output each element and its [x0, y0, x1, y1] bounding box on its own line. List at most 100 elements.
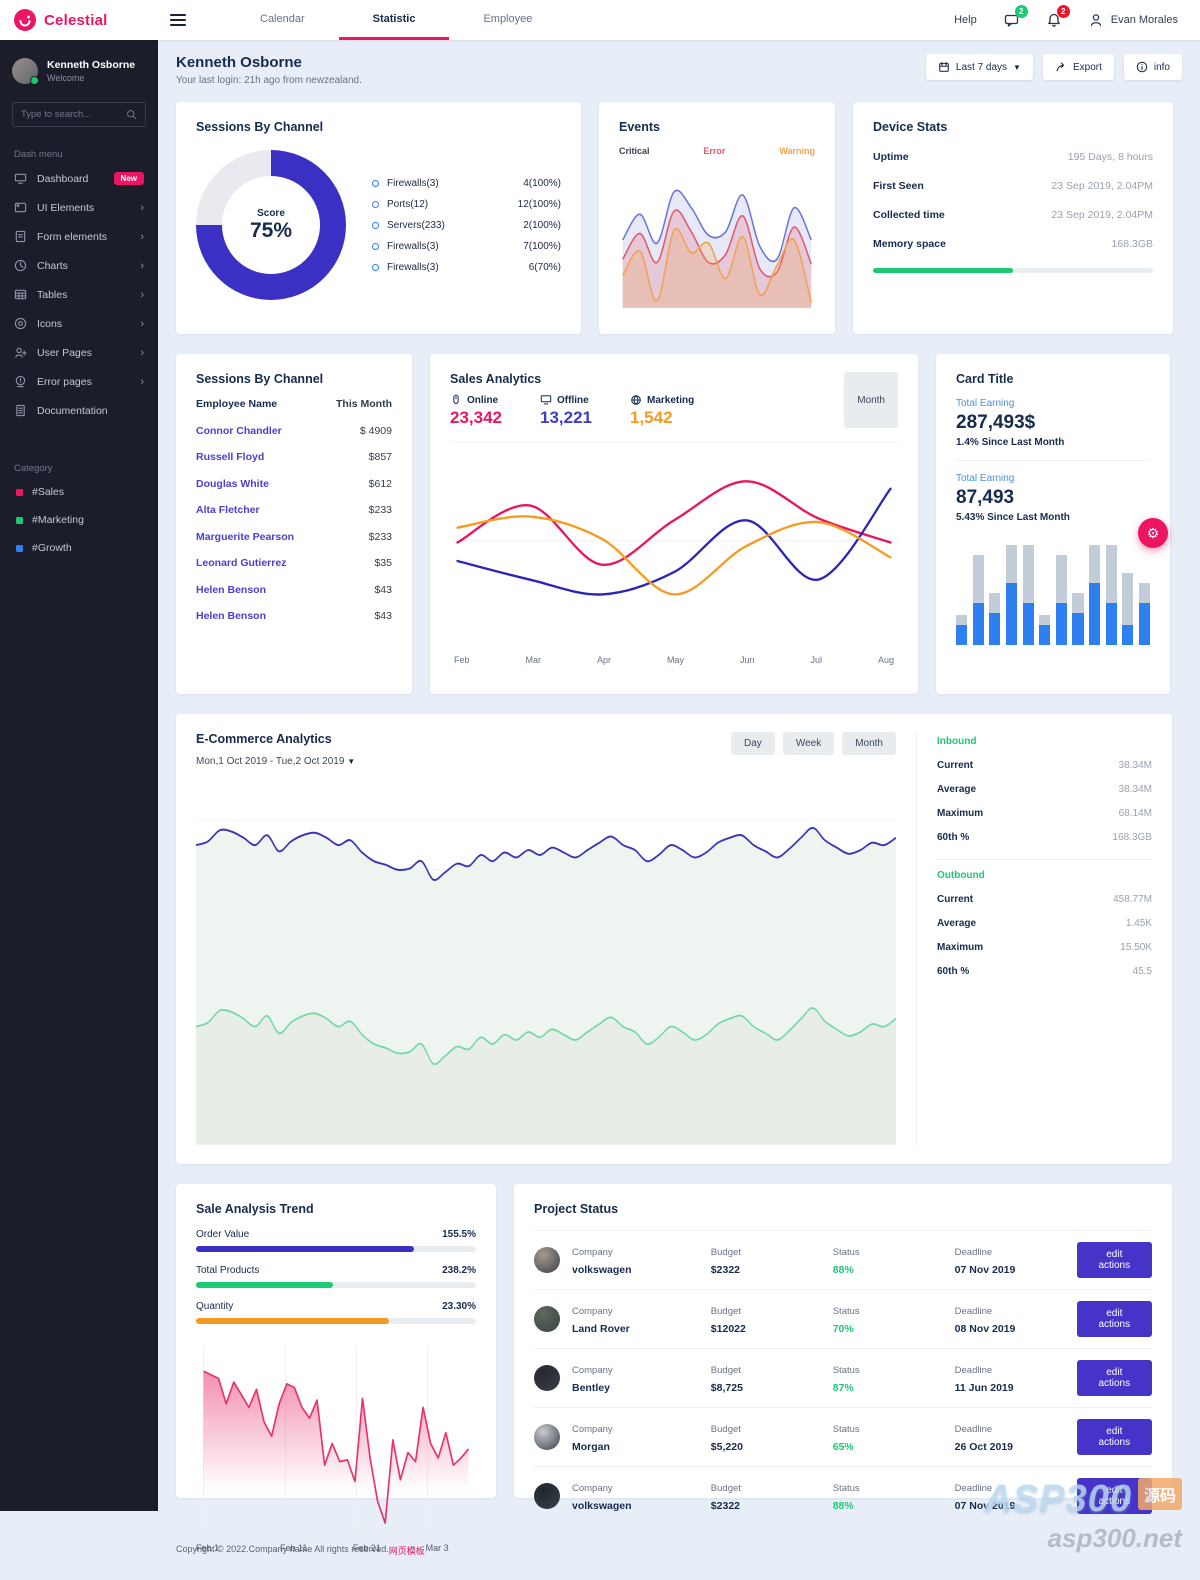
- sidebar-item-icons[interactable]: Icons ›: [0, 309, 158, 338]
- category-item--growth[interactable]: #Growth: [0, 534, 158, 562]
- help-link[interactable]: Help: [954, 14, 977, 26]
- employee-name-link[interactable]: Douglas White: [196, 477, 269, 490]
- ecommerce-date-range[interactable]: Mon,1 Oct 2019 - Tue,2 Oct 2019 ▼: [196, 756, 356, 767]
- column-this-month: This Month: [336, 398, 392, 410]
- edit-actions-button[interactable]: edit actions: [1076, 1360, 1153, 1396]
- company-name: Bentley: [572, 1382, 610, 1394]
- budget-value: $5,220: [710, 1441, 743, 1453]
- notifications-button[interactable]: 2: [1046, 5, 1070, 28]
- sidebar-item-ui-elements[interactable]: UI Elements ›: [0, 193, 158, 222]
- edit-actions-button[interactable]: edit actions: [1076, 1419, 1153, 1455]
- company-label: Company: [572, 1306, 613, 1317]
- calendar-icon: [939, 61, 949, 72]
- tab-statistic[interactable]: Statistic: [338, 0, 450, 40]
- stat-value: 1.45K: [1125, 918, 1152, 929]
- stat-row: Current 458.77M: [937, 894, 1152, 905]
- device-stat-row: Memory space 168.3GB: [873, 238, 1153, 250]
- ecommerce-card: E-Commerce Analytics Mon,1 Oct 2019 - Tu…: [176, 714, 1172, 1164]
- column-employee-name: Employee Name: [196, 398, 278, 410]
- employee-name-link[interactable]: Connor Chandler: [196, 424, 282, 437]
- category-section-label: Category: [14, 463, 53, 474]
- sidebar-item-documentation[interactable]: Documentation: [0, 396, 158, 425]
- status-label: Status: [832, 1306, 860, 1317]
- sidebar-item-dashboard[interactable]: Dashboard New: [0, 164, 158, 193]
- tab-employee[interactable]: Employee: [483, 12, 533, 25]
- employee-name-link[interactable]: Russell Floyd: [196, 451, 265, 463]
- employee-amount: $ 4909: [359, 424, 392, 437]
- legend-bullet-icon: [372, 200, 379, 208]
- category-item--marketing[interactable]: #Marketing: [0, 506, 158, 534]
- status-value: 70%: [832, 1323, 854, 1335]
- range-button-week[interactable]: Week: [782, 732, 835, 755]
- earning-note: 1.4% Since Last Month: [956, 437, 1065, 448]
- edit-actions-button[interactable]: edit actions: [1076, 1301, 1153, 1337]
- footer-link[interactable]: 网页模板: [388, 1546, 425, 1556]
- stat-row: 60th % 168.3GB: [937, 832, 1152, 843]
- x-tick-label: Mar 3: [425, 1543, 449, 1553]
- table-row: Helen Benson $43: [196, 584, 392, 596]
- user-menu[interactable]: Evan Morales: [1088, 12, 1178, 28]
- range-button-day[interactable]: Day: [731, 732, 775, 755]
- chat-icon: [1004, 14, 1018, 27]
- stat-value: 23 Sep 2019, 2.04PM: [1051, 180, 1153, 192]
- card-title: Device Stats: [873, 120, 948, 134]
- legend-bullet-icon: [372, 221, 379, 229]
- stat-value: 45.5: [1132, 966, 1152, 977]
- company-name: volkswagen: [572, 1264, 632, 1276]
- date-range-button[interactable]: Last 7 days ▼: [925, 54, 1033, 80]
- sales-month-button[interactable]: Month: [844, 372, 898, 428]
- stat-row: Average 1.45K: [937, 918, 1152, 929]
- earning-label[interactable]: Total Earning: [956, 398, 1015, 409]
- earning-label[interactable]: Total Earning: [956, 473, 1015, 484]
- search-icon[interactable]: [126, 108, 137, 121]
- employee-name-link[interactable]: Helen Benson: [196, 610, 267, 622]
- brand[interactable]: Celestial: [0, 0, 158, 40]
- company-name: Morgan: [572, 1441, 610, 1453]
- sidebar-item-label: Error pages: [37, 375, 92, 388]
- sidebar-item-form-elements[interactable]: Form elements ›: [0, 222, 158, 251]
- sidebar-item-error-pages[interactable]: Error pages ›: [0, 367, 158, 396]
- edit-actions-button[interactable]: edit actions: [1076, 1242, 1153, 1278]
- legend-value: 12(100%): [517, 198, 561, 210]
- employee-name-link[interactable]: Helen Benson: [196, 583, 267, 596]
- category-item--sales[interactable]: #Sales: [0, 478, 158, 506]
- avatar: [534, 1306, 560, 1332]
- progress-fill: [196, 1246, 415, 1252]
- icons-icon: [14, 317, 27, 330]
- sales-stat-offline: Offline 13,221: [540, 394, 592, 428]
- sidebar-item-tables[interactable]: Tables ›: [0, 280, 158, 309]
- card-title: Project Status: [534, 1202, 619, 1216]
- user-icon: [1090, 14, 1101, 26]
- device-stat-row: First Seen 23 Sep 2019, 2.04PM: [873, 180, 1153, 192]
- employee-name-link[interactable]: Marguerite Pearson: [196, 530, 295, 543]
- ecommerce-chart: [196, 819, 896, 1145]
- info-button[interactable]: info: [1123, 54, 1182, 80]
- export-button[interactable]: Export: [1042, 54, 1114, 80]
- trend-bars: Order Value 155.5% Total Products 238.2% Qua…: [196, 1229, 476, 1324]
- employee-name-link[interactable]: Leonard Gutierrez: [196, 557, 287, 569]
- chat-button[interactable]: 2: [1003, 5, 1028, 28]
- sidebar-item-label: Charts: [37, 259, 68, 272]
- legend-value: 4(100%): [523, 177, 561, 189]
- progress-track: [196, 1318, 476, 1324]
- tab-calendar[interactable]: Calendar: [260, 12, 305, 25]
- sidebar-item-charts[interactable]: Charts ›: [0, 251, 158, 280]
- search-input[interactable]: [21, 109, 120, 120]
- budget-label: Budget: [710, 1424, 741, 1435]
- sidebar-user[interactable]: Kenneth Osborne Welcome: [0, 40, 158, 98]
- earning-section: Total Earning 87,493 5.43% Since Last Mont…: [956, 460, 1150, 523]
- device-stat-row: Uptime 195 Days, 8 hours: [873, 151, 1153, 163]
- stat-row: 60th % 45.5: [937, 966, 1152, 977]
- bar: [1105, 545, 1117, 645]
- stat-value: 13,221: [540, 408, 592, 427]
- company-label: Company: [572, 1424, 613, 1435]
- range-button-month[interactable]: Month: [842, 732, 896, 755]
- menu-toggle-icon[interactable]: [170, 14, 186, 26]
- edit-actions-button[interactable]: edit actions: [1076, 1478, 1153, 1514]
- stat-label: Maximum: [937, 808, 984, 819]
- table-row: Marguerite Pearson $233: [196, 531, 392, 543]
- employee-name-link[interactable]: Alta Fletcher: [196, 504, 260, 516]
- sidebar-item-user-pages[interactable]: User Pages ›: [0, 338, 158, 367]
- user-name: Evan Morales: [1110, 14, 1178, 26]
- settings-fab[interactable]: ⚙: [1138, 518, 1168, 548]
